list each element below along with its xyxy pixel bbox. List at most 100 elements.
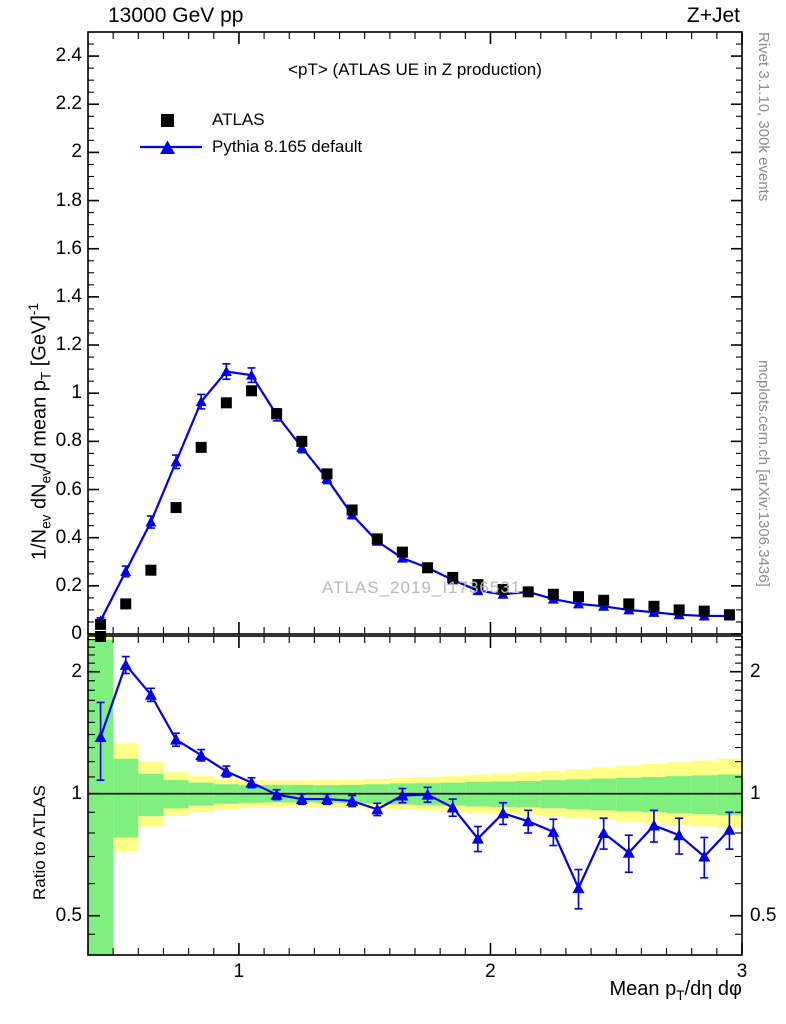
mc-marker-triangle-ratio	[270, 788, 283, 800]
mc-marker-triangle-ratio	[346, 794, 359, 806]
data-marker-square	[346, 504, 358, 516]
ratio-band-inner	[666, 776, 692, 814]
mc-marker-triangle	[195, 396, 207, 407]
data-marker-square	[246, 385, 257, 397]
main-ytick-label: 2.2	[55, 93, 82, 115]
header-beam-label: 13000 GeV pp	[108, 4, 244, 27]
mc-marker-triangle-ratio	[723, 823, 736, 835]
main-ytick-label: 1	[71, 382, 82, 404]
data-marker-square	[447, 571, 459, 583]
mc-marker-triangle-ratio	[245, 776, 258, 788]
mc-marker-triangle-ratio	[698, 850, 711, 862]
data-marker-square	[723, 609, 735, 621]
mc-marker-triangle	[246, 369, 257, 380]
data-marker-square	[321, 468, 333, 480]
data-marker-square-ratio-edge	[95, 631, 107, 642]
ratio-ytick-label: 0.5	[55, 904, 82, 926]
mc-marker-triangle	[120, 565, 132, 576]
ratio-band-inner	[138, 773, 164, 817]
xlabel-part-b: /dη dφ	[684, 978, 742, 1000]
mc-marker-triangle-ratio	[647, 819, 660, 831]
mc-marker-triangle	[648, 606, 660, 617]
page-title: <pT> (ATLAS UE in Z production)	[288, 60, 542, 79]
main-ytick-label: 2.4	[55, 45, 82, 67]
main-ytick-label: 0.2	[55, 574, 82, 596]
data-marker-square	[547, 588, 559, 600]
legend: ATLAS Pythia 8.165 default	[140, 106, 362, 160]
ratio-ytick-label-right: 2	[750, 660, 761, 682]
mc-marker-triangle-ratio	[94, 731, 107, 743]
mc-marker-triangle	[170, 456, 182, 467]
mc-marker-triangle-ratio	[371, 803, 384, 815]
data-marker-square	[598, 594, 610, 606]
mc-marker-triangle-ratio	[522, 815, 535, 827]
mc-marker-triangle-ratio	[471, 832, 484, 844]
data-marker-square	[422, 562, 434, 574]
mc-marker-triangle	[573, 598, 584, 609]
legend-marker-square	[140, 110, 202, 130]
mc-marker-triangle-ratio	[295, 793, 308, 805]
mc-marker-triangle	[598, 600, 610, 611]
data-marker-square	[371, 533, 383, 545]
data-marker-square	[271, 408, 283, 420]
data-marker-square	[396, 546, 408, 558]
data-marker-square	[95, 618, 107, 630]
main-ytick-label: 0	[71, 623, 82, 644]
mc-marker-triangle	[623, 604, 635, 615]
mc-marker-triangle-ratio	[572, 882, 585, 894]
mc-marker-triangle-ratio	[497, 807, 510, 819]
data-marker-square	[573, 591, 584, 603]
data-marker-square	[497, 583, 509, 595]
xlabel-part-a: Mean p	[609, 978, 677, 1000]
data-marker-square	[522, 586, 534, 598]
legend-label-0: ATLAS	[212, 109, 265, 129]
ratio-ytick-label-right: 0.5	[750, 904, 777, 926]
mc-marker-triangle	[296, 441, 308, 452]
mc-marker-triangle-ratio	[119, 658, 132, 670]
main-ytick-label: 2	[71, 141, 82, 163]
mc-marker-triangle	[472, 585, 484, 596]
data-marker-square	[170, 502, 182, 514]
x-tick-label: 3	[736, 961, 748, 982]
data-marker-square	[623, 598, 635, 610]
mc-marker-triangle-ratio	[597, 826, 610, 838]
ratio-band-inner	[691, 775, 717, 815]
ratio-band-inner	[716, 774, 742, 816]
mc-marker-triangle-ratio	[195, 749, 208, 761]
mc-marker-triangle-ratio	[320, 793, 333, 805]
header-process-label: Z+Jet	[686, 4, 740, 27]
ratio-ytick-label-right: 1	[750, 782, 761, 804]
legend-marker-triangle	[140, 137, 202, 157]
ratio-band-inner	[88, 639, 114, 955]
analysis-id-watermark: ATLAS_2019_I1736531	[322, 578, 522, 597]
x-tick-label: 2	[485, 961, 496, 982]
ratio-ytick-label: 2	[71, 660, 82, 682]
xlabel-sub-a: T	[676, 988, 685, 1003]
legend-item-0: ATLAS	[140, 106, 362, 133]
mc-marker-triangle-ratio	[547, 825, 560, 837]
x-axis-label: Mean pT/dη dφ	[610, 978, 742, 1003]
data-marker-square	[673, 604, 685, 616]
data-marker-square	[648, 600, 660, 612]
data-marker-square	[472, 579, 484, 591]
main-ytick-label: 0.6	[55, 478, 82, 500]
ratio-band-inner	[641, 776, 667, 813]
mc-marker-triangle-ratio	[421, 788, 434, 800]
mc-marker-triangle	[396, 552, 408, 563]
data-marker-square	[120, 598, 132, 610]
data-marker-square	[145, 564, 157, 576]
data-marker-square	[220, 397, 232, 409]
x-tick-label: 1	[233, 961, 245, 982]
mc-marker-triangle-ratio	[144, 688, 157, 700]
main-ytick-label: 1.4	[55, 285, 82, 307]
mc-marker-triangle	[220, 366, 232, 377]
main-ytick-label: 1.8	[55, 189, 82, 211]
ratio-band-inner	[113, 758, 139, 838]
mc-marker-triangle-ratio	[396, 789, 409, 801]
mc-marker-triangle-ratio	[446, 801, 459, 813]
ratio-ytick-label: 1	[71, 782, 82, 804]
main-ytick-label: 0.8	[55, 430, 82, 452]
